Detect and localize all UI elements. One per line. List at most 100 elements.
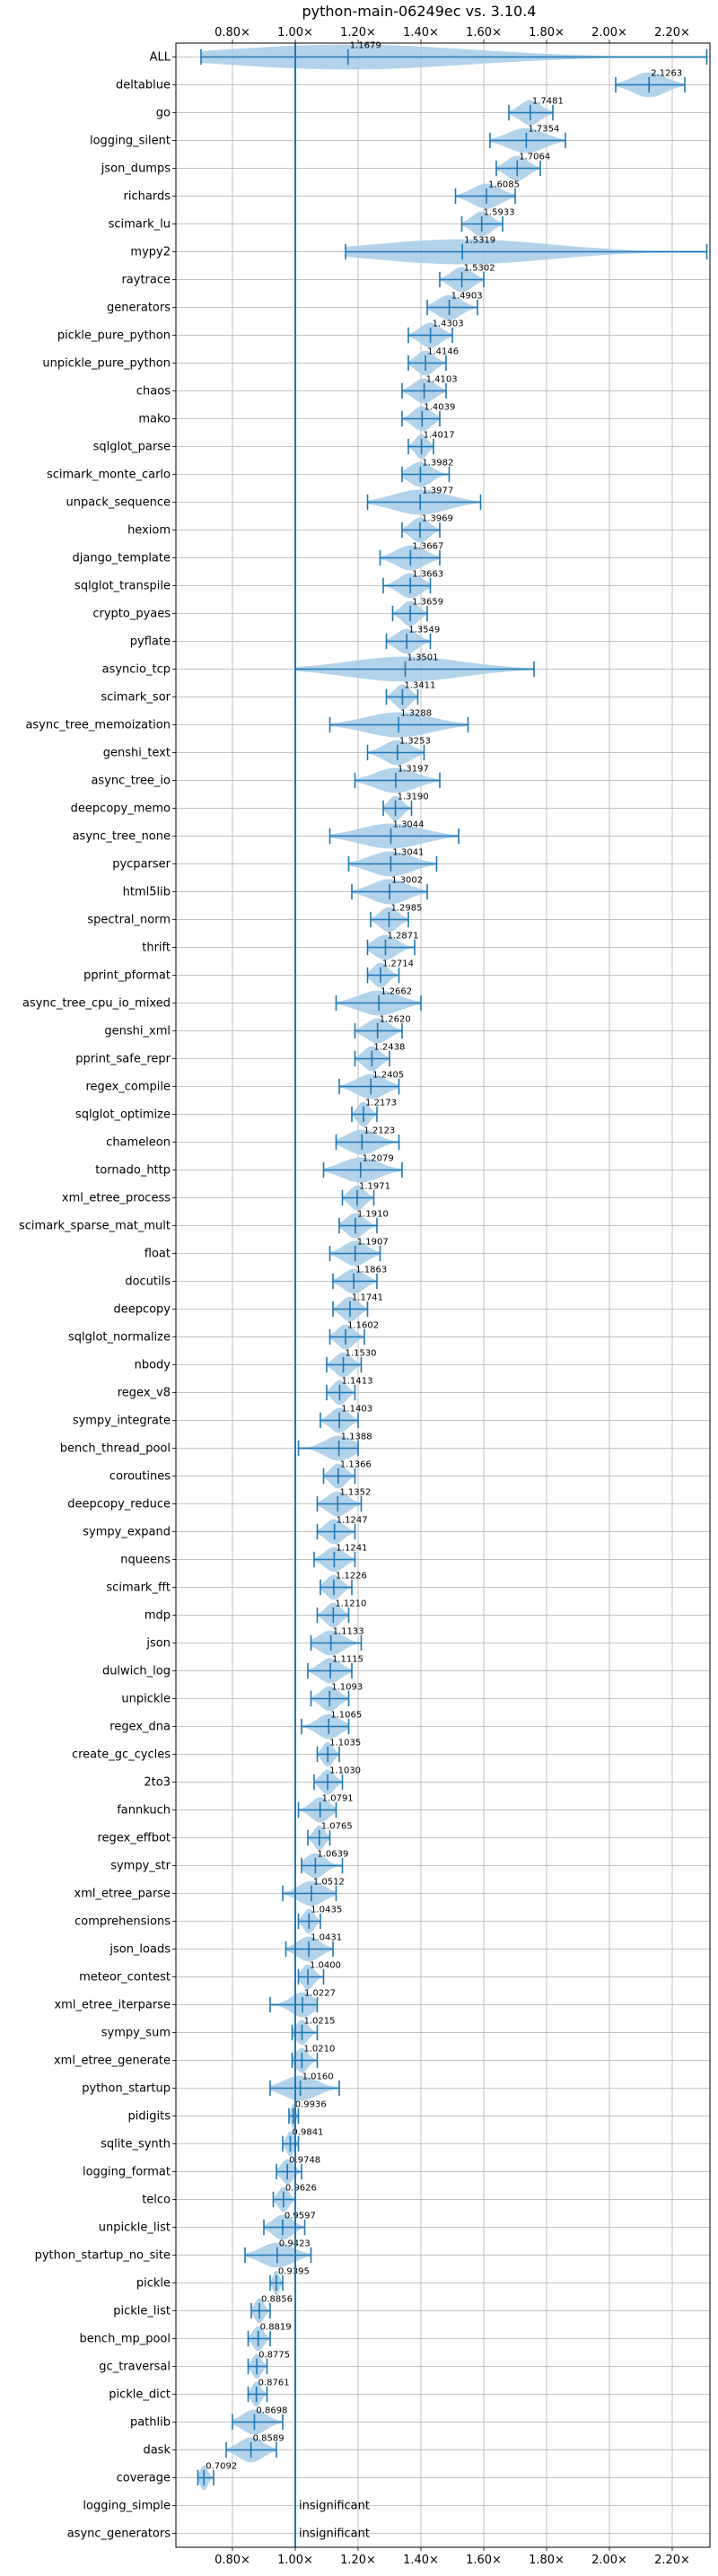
mean-label: 1.0435 bbox=[311, 1906, 342, 1915]
benchmark-label: bench_thread_pool bbox=[60, 1442, 171, 1456]
mean-label: 1.3501 bbox=[407, 653, 439, 663]
benchmark-label: xml_etree_generate bbox=[54, 2055, 171, 2068]
mean-label: 1.7481 bbox=[532, 97, 564, 107]
mean-label: 1.6085 bbox=[488, 180, 520, 190]
mean-label: 0.8819 bbox=[260, 2323, 292, 2333]
mean-label: 1.1366 bbox=[340, 1460, 372, 1470]
mean-label: 1.1226 bbox=[336, 1572, 367, 1582]
benchmark-label: xml_etree_process bbox=[62, 1192, 171, 1205]
mean-label: 1.1679 bbox=[350, 41, 381, 51]
mean-label: 1.3197 bbox=[398, 765, 429, 775]
tick-label-top: 2.20× bbox=[654, 26, 690, 39]
tick-label-bottom: 1.80× bbox=[529, 2554, 565, 2567]
benchmark-label: logging_silent bbox=[90, 135, 171, 148]
benchmark-label: scimark_lu bbox=[109, 218, 171, 232]
benchmark-label: pycparser bbox=[112, 858, 171, 872]
mean-label: 0.9626 bbox=[285, 2184, 317, 2194]
benchmark-label: sqlglot_normalize bbox=[68, 1331, 171, 1345]
mean-label: 1.3659 bbox=[412, 598, 443, 608]
benchmark-label: json_loads bbox=[109, 1943, 171, 1957]
benchmark-label: pidigits bbox=[128, 2110, 171, 2124]
benchmark-label: scimark_sor bbox=[101, 691, 171, 705]
benchmark-label: richards bbox=[124, 190, 171, 204]
mean-label: 1.3667 bbox=[412, 542, 443, 552]
benchmark-label: sympy_integrate bbox=[73, 1415, 171, 1428]
mean-label: 1.0227 bbox=[304, 1989, 336, 1999]
mean-label: 1.1352 bbox=[339, 1488, 371, 1498]
benchmark-label: go bbox=[156, 107, 171, 120]
benchmark-label: django_template bbox=[73, 552, 171, 565]
benchmark-label: pyflate bbox=[130, 635, 171, 649]
mean-label: 1.3977 bbox=[422, 486, 453, 496]
benchmark-label: sqlglot_transpile bbox=[74, 580, 171, 593]
benchmark-label: python_startup bbox=[82, 2082, 171, 2096]
mean-label: 1.1530 bbox=[346, 1349, 377, 1359]
mean-label: 1.1115 bbox=[332, 1655, 363, 1665]
benchmark-label: docutils bbox=[125, 1275, 171, 1289]
benchmark-label: create_gc_cycles bbox=[72, 1748, 171, 1762]
mean-label: 1.1035 bbox=[329, 1739, 361, 1748]
chart-title: python-main-06249ec vs. 3.10.4 bbox=[302, 3, 537, 20]
benchmark-label: spectral_norm bbox=[87, 914, 171, 927]
mean-label: 1.0791 bbox=[322, 1794, 354, 1804]
mean-label: 1.1403 bbox=[341, 1405, 372, 1415]
tick-label-top: 0.80× bbox=[215, 26, 250, 39]
mean-label: 1.2985 bbox=[390, 904, 422, 914]
mean-label: 1.4039 bbox=[424, 403, 455, 413]
benchmark-label: ALL bbox=[150, 51, 171, 65]
mean-label: 0.8856 bbox=[261, 2295, 293, 2305]
benchmark-label: unpickle bbox=[121, 1693, 171, 1706]
benchmark-label: pickle_pure_python bbox=[57, 329, 171, 343]
mean-label: 1.3663 bbox=[412, 570, 443, 580]
benchmark-label: nqueens bbox=[120, 1554, 171, 1567]
mean-label: 1.2173 bbox=[365, 1099, 397, 1108]
benchmark-label: gc_traversal bbox=[99, 2361, 171, 2374]
mean-label: 1.1030 bbox=[329, 1766, 361, 1776]
mean-label: 1.4103 bbox=[426, 375, 458, 385]
mean-label: 1.1065 bbox=[330, 1711, 362, 1721]
benchmark-label: regex_compile bbox=[85, 1081, 171, 1094]
mean-label: 1.2438 bbox=[373, 1043, 405, 1053]
benchmark-label: sympy_str bbox=[110, 1860, 171, 1873]
axes: 0.80× 0.80× 1.00× 1.00× 1.20× 1.20× 1.40× 1.40×… bbox=[19, 26, 711, 2567]
mean-label: 1.1602 bbox=[347, 1321, 379, 1331]
mean-label: 1.4017 bbox=[424, 431, 455, 441]
benchmark-label: fannkuch bbox=[117, 1804, 171, 1818]
benchmark-label: scimark_fft bbox=[106, 1582, 171, 1595]
mean-label: 1.1247 bbox=[337, 1516, 368, 1526]
benchmark-label: async_generators bbox=[67, 2528, 171, 2541]
mean-label: 1.0160 bbox=[302, 2072, 334, 2082]
tick-label-top: 1.80× bbox=[529, 26, 565, 39]
benchmark-label: mako bbox=[138, 413, 171, 426]
benchmark-label: sqlglot_parse bbox=[93, 441, 171, 454]
mean-label: 1.4303 bbox=[433, 320, 464, 329]
mean-label: 0.9395 bbox=[278, 2267, 310, 2277]
benchmark-label: async_tree_io bbox=[91, 775, 171, 788]
benchmark-label: nbody bbox=[135, 1359, 171, 1372]
tick-label-top: 1.60× bbox=[466, 26, 502, 39]
mean-label: 1.2662 bbox=[381, 987, 412, 997]
benchmark-label: hexiom bbox=[127, 524, 171, 538]
benchmark-label: pickle bbox=[136, 2277, 171, 2291]
mean-label: 0.7092 bbox=[206, 2462, 237, 2472]
benchmark-label: meteor_contest bbox=[79, 1971, 171, 1985]
benchmark-label: sympy_expand bbox=[83, 1526, 171, 1539]
mean-label: 1.0765 bbox=[321, 1822, 353, 1832]
mean-label: 1.4146 bbox=[427, 347, 459, 357]
mean-label: 1.2123 bbox=[363, 1126, 395, 1136]
mean-label: 1.2079 bbox=[363, 1154, 394, 1164]
mean-label: 0.8698 bbox=[256, 2406, 287, 2416]
mean-label: 1.3549 bbox=[408, 626, 440, 635]
mean-label: 0.9597 bbox=[285, 2212, 316, 2221]
benchmark-label: 2to3 bbox=[144, 1776, 171, 1790]
benchmark-label: html5lib bbox=[123, 886, 171, 899]
tick-label-bottom: 1.20× bbox=[340, 2554, 376, 2567]
benchmark-label: json bbox=[145, 1637, 171, 1651]
benchmark-label: sympy_sum bbox=[101, 2027, 171, 2040]
mean-label: 1.2620 bbox=[380, 1015, 411, 1025]
mean-label: 1.0639 bbox=[317, 1850, 348, 1860]
mean-label: 1.1910 bbox=[357, 1210, 389, 1220]
tick-label-bottom: 1.60× bbox=[466, 2554, 502, 2567]
mean-label: 1.0431 bbox=[311, 1933, 342, 1943]
